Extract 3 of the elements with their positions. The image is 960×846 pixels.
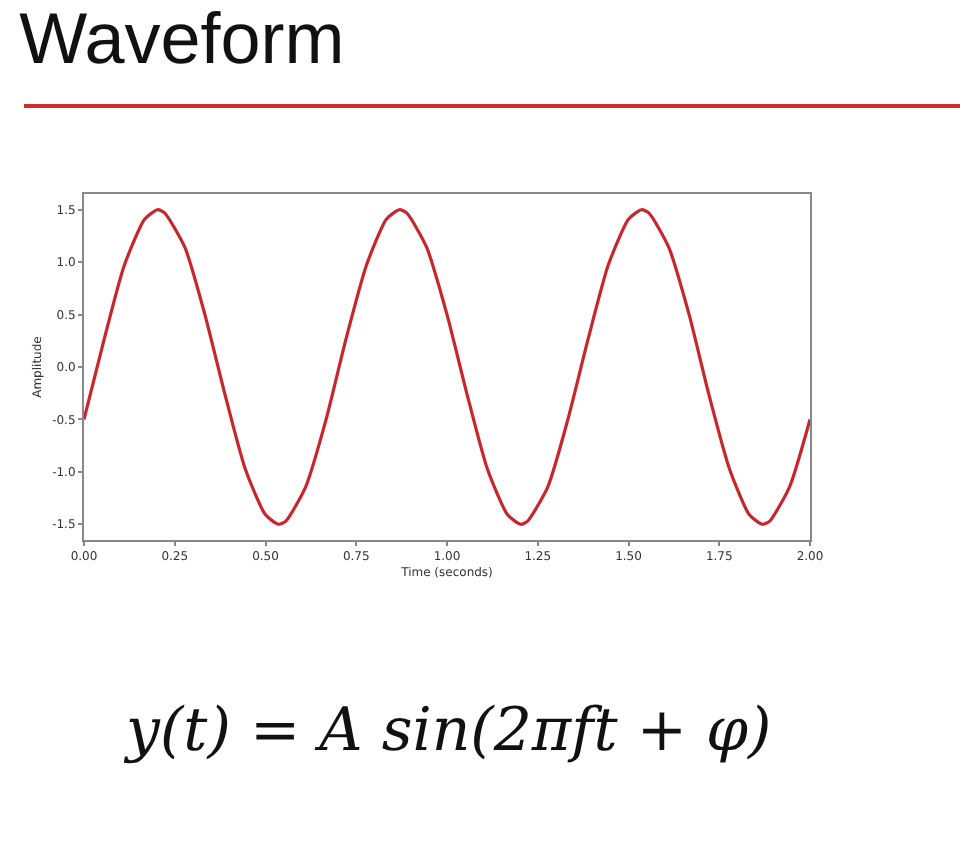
line-series [84, 208, 810, 526]
text: y(t) = A sin(2πft + φ) [122, 696, 772, 766]
chart-title: Waveform [19, 0, 345, 80]
